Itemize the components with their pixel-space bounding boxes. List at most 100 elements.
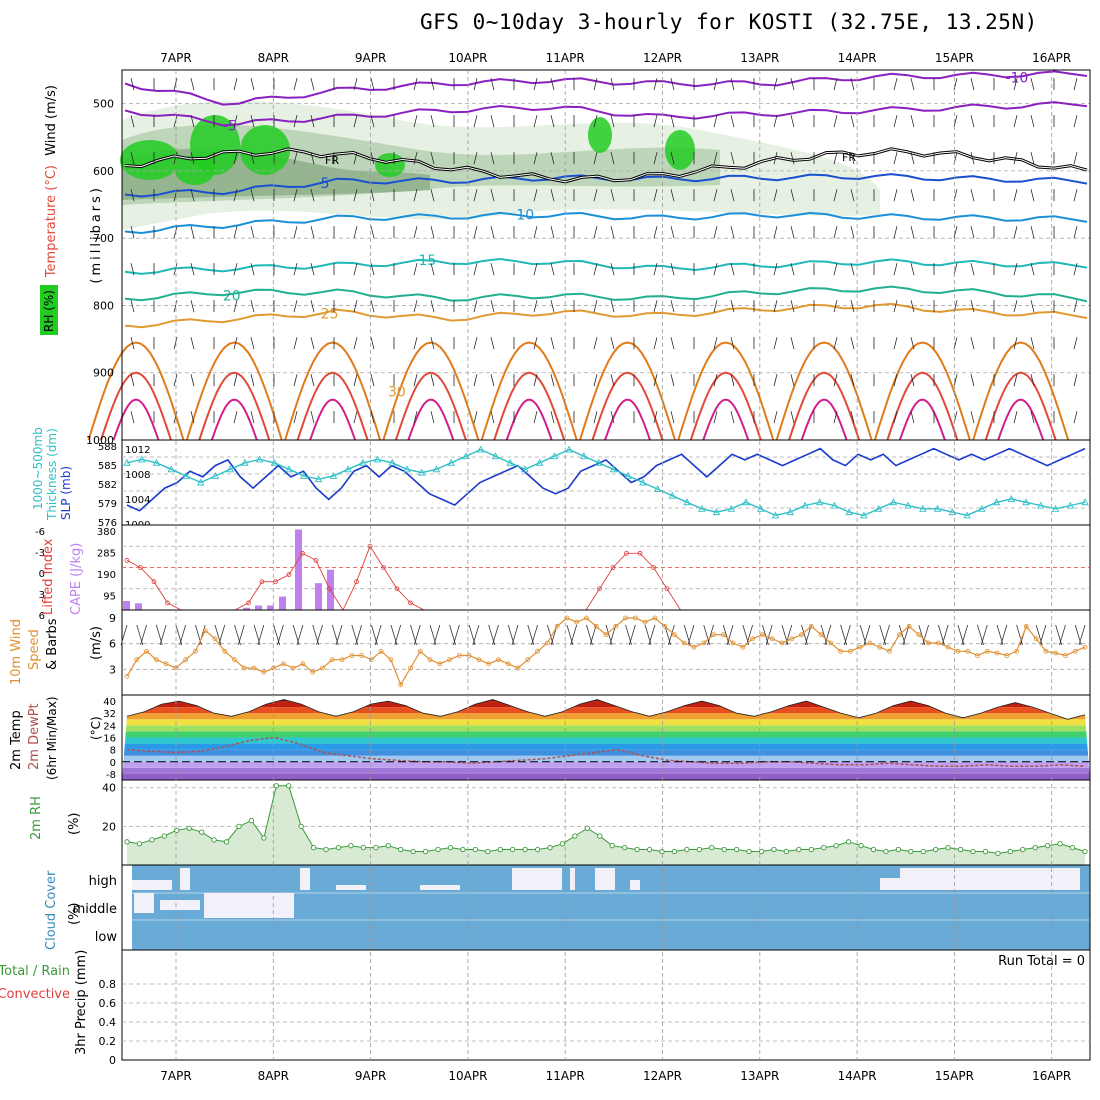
wind-barb [310, 115, 315, 128]
wind-barb [293, 115, 298, 128]
wind-barb [653, 411, 658, 424]
date-label-bottom-14APR: 14APR [838, 1069, 877, 1083]
wind-barb [970, 300, 975, 313]
temp-band-4 [122, 749, 1090, 756]
wind-barb [430, 115, 435, 128]
date-label-top-9APR: 9APR [355, 51, 386, 65]
wind10-marker-12 [241, 665, 247, 671]
rh2m-marker-2 [149, 837, 155, 843]
wind10-label-2: & Barbs [45, 618, 60, 670]
rh2m-marker-3 [161, 833, 167, 839]
wind10-marker-2 [144, 648, 149, 654]
wind10-barb-88 [980, 624, 988, 646]
wind-barb [1030, 226, 1035, 239]
wind-barb [773, 226, 778, 239]
wind-barb [533, 263, 538, 276]
wind-barb [773, 78, 778, 91]
wind-barb [370, 152, 375, 165]
wind-barb [550, 263, 555, 276]
wind-barb [910, 374, 915, 387]
li-marker-35 [597, 586, 602, 592]
wind10-marker-21 [329, 657, 335, 663]
wind-barb [730, 374, 735, 387]
wind-barb [353, 226, 358, 239]
wind-barb [850, 152, 855, 165]
wind10-marker-0 [124, 673, 130, 679]
li-tick-6: 6 [39, 611, 45, 622]
arch-40-5 [604, 398, 651, 441]
wind10-barb-62 [726, 624, 734, 646]
rh2m-marker-42 [646, 846, 653, 853]
wind-barb [293, 152, 298, 165]
li-marker-17 [354, 579, 359, 585]
arch-40-9 [997, 398, 1045, 441]
thickness-marker-60 [1007, 495, 1016, 502]
thickness-marker-44 [771, 511, 780, 519]
wind10-marker-7 [193, 648, 198, 654]
cloud-row-high: high [89, 874, 117, 889]
wind-barb [773, 189, 778, 202]
wind-barb [310, 78, 315, 91]
li-marker-15 [327, 586, 332, 592]
wind-barb [310, 226, 315, 239]
li-marker-39 [651, 565, 656, 570]
wind-barb [173, 374, 178, 387]
rh2m-marker-72 [1020, 846, 1026, 853]
rh2m-marker-53 [783, 848, 790, 855]
wind10-marker-47 [584, 615, 589, 621]
thickness-marker-49 [845, 508, 853, 516]
wind-barb [550, 189, 555, 202]
rh2m-marker-55 [808, 846, 814, 853]
thickness-marker-3 [167, 465, 175, 473]
wind-barb [353, 374, 358, 387]
wind10-barb-56 [668, 624, 675, 646]
date-label-bottom-9APR: 9APR [355, 1069, 386, 1083]
wind-barb [550, 115, 555, 128]
arch-30-1 [185, 341, 283, 441]
rh2m-marker-66 [945, 844, 951, 851]
rh2m-marker-5 [186, 825, 192, 831]
rh2m-marker-37 [584, 825, 590, 831]
wind-barb [1013, 374, 1018, 387]
wind-barb [893, 374, 898, 387]
arch-40-0 [112, 398, 160, 441]
wind-barb [250, 337, 255, 350]
temp-band-10 [122, 713, 1090, 720]
wind10-marker-28 [398, 682, 404, 688]
wind10-barb-54 [648, 624, 656, 646]
wind-barb [670, 115, 675, 128]
thickness-marker-8 [241, 458, 249, 466]
wind-barb [413, 263, 418, 276]
wind-barb [130, 374, 135, 387]
wind10-marker-29 [408, 665, 413, 671]
isotherm-label-3: 10 [516, 208, 534, 224]
wind10-barb-40 [511, 624, 519, 646]
wind-barb [233, 115, 238, 128]
precip-label-2: 3hr Precip (mm) [74, 950, 89, 1055]
wind10-marker-3 [153, 657, 159, 663]
wind10-marker-65 [760, 632, 765, 638]
wind10-marker-4 [163, 661, 169, 667]
wind10-marker-96 [1063, 653, 1068, 658]
wind-barb [970, 263, 975, 276]
arch-40-3 [407, 398, 455, 441]
wind-barb [533, 152, 538, 165]
wind10-marker-27 [388, 657, 394, 663]
wind10-marker-20 [320, 665, 325, 671]
wind-barb [490, 152, 495, 165]
wind-barb [413, 337, 418, 350]
rh-high-patch-5 [588, 117, 612, 153]
rh2m-marker-26 [447, 844, 454, 851]
rh2m-marker-38 [597, 833, 603, 839]
wind10-marker-48 [593, 623, 599, 629]
arch-35-6 [689, 371, 762, 441]
wind10-marker-62 [730, 640, 736, 646]
isotherm-label-2: 5 [321, 176, 330, 192]
wind-barb [850, 411, 855, 424]
thickness-marker-38 [683, 498, 691, 506]
cloud-clear-10 [900, 868, 1080, 878]
rh2m-marker-41 [634, 846, 640, 853]
thickness-marker-35 [639, 478, 647, 486]
rh2m-marker-25 [435, 846, 441, 853]
wind-barb [653, 115, 658, 128]
